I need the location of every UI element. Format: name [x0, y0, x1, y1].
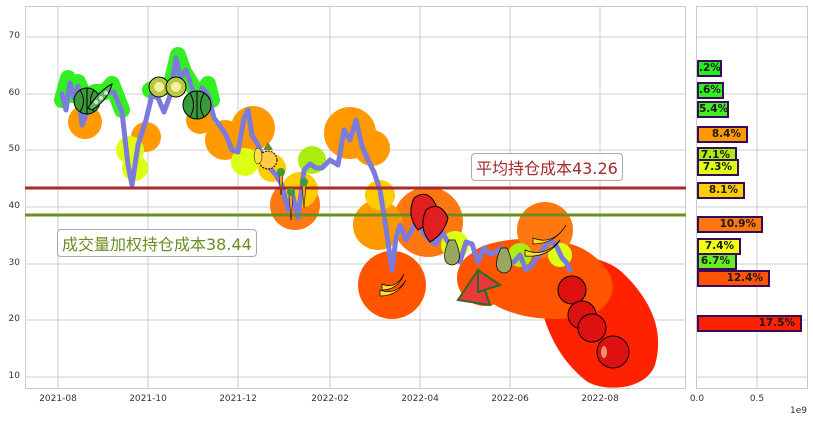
kiwi-icon: [148, 76, 187, 98]
apple-icon: [557, 275, 630, 369]
y-tick-20: 20: [8, 314, 20, 324]
volume-bar: .6%: [697, 82, 724, 99]
peas-icon: [87, 83, 113, 111]
volume-bar: 10.9%: [697, 216, 763, 233]
y-tick-50: 50: [8, 144, 20, 154]
watermelon-slice-icon: [456, 267, 503, 307]
volume-bar: 7.3%: [697, 159, 739, 176]
strawberry-icon: [410, 193, 449, 243]
y-tick-70: 70: [8, 31, 20, 41]
banana-icon: [524, 224, 567, 257]
pear-icon: [444, 239, 512, 274]
price-line: [59, 55, 573, 273]
volume-bar: 6.7%: [697, 253, 737, 270]
x-tick-2022-02: 2022-02: [311, 394, 349, 404]
x-tick-2022-08: 2022-08: [581, 394, 619, 404]
side-offset-label: 1e9: [790, 406, 807, 416]
volume-bar: 12.4%: [697, 270, 770, 287]
volume-profile-chart: .2% .6% 5.4% 8.4% 7.1% 7.3% 8.1% 10.9% 7…: [696, 6, 808, 389]
y-tick-10: 10: [8, 371, 20, 381]
avg-cost-annotation: 平均持仓成本43.26: [471, 153, 623, 181]
volume-bar: 8.1%: [697, 182, 745, 199]
pineapple-icon: [253, 142, 278, 170]
y-tick-60: 60: [8, 88, 20, 98]
volume-bar: 8.4%: [697, 126, 748, 143]
volume-bar: 17.5%: [697, 315, 802, 332]
side-x-tick-0.5: 0.5: [749, 394, 765, 404]
main-price-chart: 平均持仓成本43.26 成交量加权持仓成本38.44: [25, 6, 686, 389]
x-tick-2021-08: 2021-08: [39, 394, 77, 404]
main-chart-canvas: [25, 6, 686, 389]
carrot-icon: [277, 168, 308, 221]
volume-bar: .2%: [697, 60, 722, 77]
y-tick-40: 40: [8, 201, 20, 211]
vw-cost-annotation: 成交量加权持仓成本38.44: [57, 229, 257, 257]
x-tick-2022-04: 2022-04: [401, 394, 439, 404]
volume-bar: 5.4%: [697, 101, 729, 118]
y-tick-30: 30: [8, 258, 20, 268]
watermelon-icon: [182, 90, 212, 120]
x-tick-2021-12: 2021-12: [219, 394, 257, 404]
x-tick-2021-10: 2021-10: [129, 394, 167, 404]
banana-icon: [379, 273, 407, 297]
x-tick-2022-06: 2022-06: [491, 394, 529, 404]
side-x-tick-0: 0.0: [689, 394, 705, 404]
